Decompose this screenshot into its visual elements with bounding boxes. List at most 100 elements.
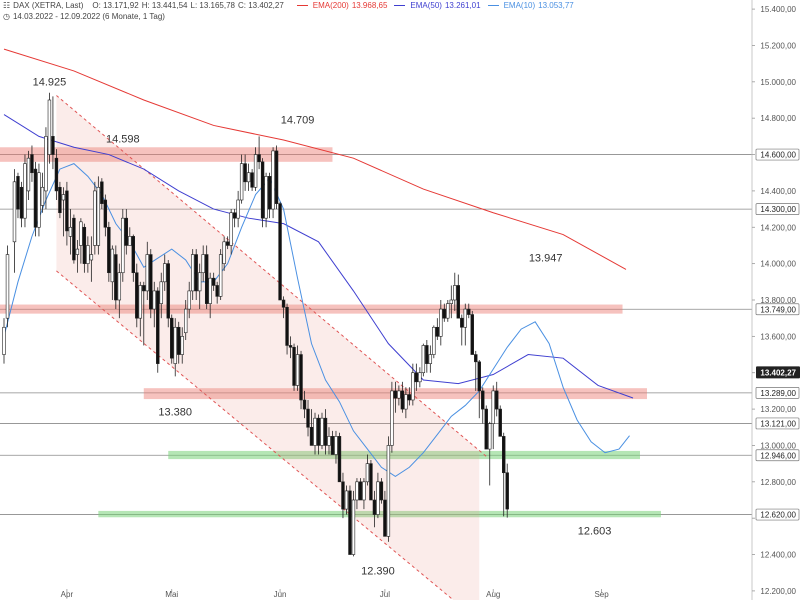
candle-up [439, 308, 443, 337]
candle-up [313, 417, 317, 446]
level-price-label: 14.300,00 [760, 205, 796, 214]
ema10-label: EMA(10) [503, 1, 536, 10]
candle-down [306, 408, 310, 428]
price-annotation: 14.709 [281, 115, 315, 127]
candle-down [19, 186, 24, 219]
candle-up [432, 326, 436, 355]
candle-up [239, 163, 244, 201]
candle-down [502, 436, 506, 474]
candle-down [299, 354, 303, 401]
candle-down [372, 499, 377, 515]
candle-down [341, 481, 345, 510]
candle-down [292, 346, 296, 386]
candle-down [302, 399, 307, 410]
candle-down [337, 436, 342, 483]
ema200-label: EMA(200) [312, 1, 349, 10]
candle-down [54, 157, 59, 192]
ema200-line [3, 48, 627, 270]
ema50-line [3, 114, 634, 399]
candle-down [114, 254, 118, 301]
price-annotation: 12.390 [361, 566, 395, 578]
candle-up [327, 436, 331, 446]
level-price-label: 13.289,00 [760, 389, 796, 398]
candle-down [260, 161, 265, 219]
candle-up [446, 303, 450, 319]
level-price-box [755, 417, 800, 430]
y-tick-label: 14.800,00 [760, 114, 796, 123]
date-axis: Apr Mai Jun Jul Aug Sep [61, 589, 609, 599]
ema50-value: 13.261,01 [444, 1, 481, 10]
candle-down [72, 217, 76, 261]
high-value: H: 13.441,54 [141, 1, 188, 10]
candle-up [365, 463, 370, 483]
candle-up [397, 390, 401, 399]
price-annotation: 14.925 [33, 76, 67, 88]
candle-down [369, 463, 373, 501]
candle-up [411, 372, 415, 401]
candle-down [65, 190, 69, 232]
x-tick-label: Apr [61, 590, 74, 599]
candle-down [481, 390, 485, 410]
candle-down [194, 254, 198, 292]
candle-down [250, 172, 254, 188]
candle-down [135, 272, 139, 319]
last-price-label: 13.402,27 [760, 368, 796, 377]
candles [2, 92, 509, 557]
candle-up [491, 390, 495, 424]
candle-up [404, 394, 408, 410]
candle-down [323, 417, 328, 446]
candle-up [121, 217, 125, 274]
candle-up [453, 285, 457, 301]
candle-down [232, 212, 237, 219]
candle-up [145, 254, 149, 292]
ema10-value: 13.053,77 [538, 1, 574, 10]
open-value: O: 13.171,92 [92, 1, 139, 10]
candle-up [173, 326, 177, 364]
candle-up [197, 272, 202, 292]
ema-lines [3, 48, 634, 477]
candle-down [285, 306, 289, 346]
period-label: 14.03.2022 - 12.09.2022 (6 Monate, 1 Tag… [12, 12, 165, 21]
candle-up [68, 226, 73, 237]
level-price-box [755, 148, 800, 161]
candle-up [264, 176, 268, 219]
price-annotation: 14.598 [106, 134, 140, 146]
candle-down [257, 154, 261, 163]
y-tick-label: 15.200,00 [760, 41, 796, 50]
candle-up [229, 212, 233, 246]
candle-down [16, 176, 20, 210]
price-axis: 12.200,00 12.400,00 12.800,00 13.000,00 13.2… [751, 0, 800, 600]
ema50-label: EMA(50) [410, 1, 442, 10]
green-zone [98, 510, 661, 518]
candle-down [495, 390, 499, 410]
y-tick-label: 14.400,00 [760, 187, 796, 196]
price-annotation: 13.947 [529, 252, 563, 264]
level-price-label: 13.121,00 [760, 419, 796, 428]
green-zone [168, 450, 640, 460]
y-tick-label: 12.400,00 [760, 551, 796, 560]
level-price-label: 14.600,00 [760, 151, 796, 160]
candle-up [152, 290, 156, 310]
y-tick-label: 13.600,00 [760, 332, 796, 341]
candle-down [288, 345, 293, 348]
candle-down [414, 372, 419, 383]
candle-up [89, 254, 94, 261]
candle-down [505, 472, 509, 510]
level-price-box [755, 387, 800, 399]
channel-shade [56, 95, 480, 601]
candle-up [320, 417, 324, 446]
candle-down [316, 417, 321, 446]
candle-up [246, 172, 251, 183]
candle-down [211, 277, 216, 286]
candle-up [191, 254, 195, 292]
candle-up [344, 490, 349, 510]
candle-up [163, 263, 167, 283]
candle-down [124, 217, 129, 246]
ema200-value: 13.968,65 [351, 1, 388, 10]
price-annotation: 12.603 [578, 526, 612, 538]
candle-down [348, 490, 352, 555]
candle-up [117, 272, 122, 301]
x-tick-label: Mai [165, 590, 178, 599]
candle-up [488, 423, 492, 450]
